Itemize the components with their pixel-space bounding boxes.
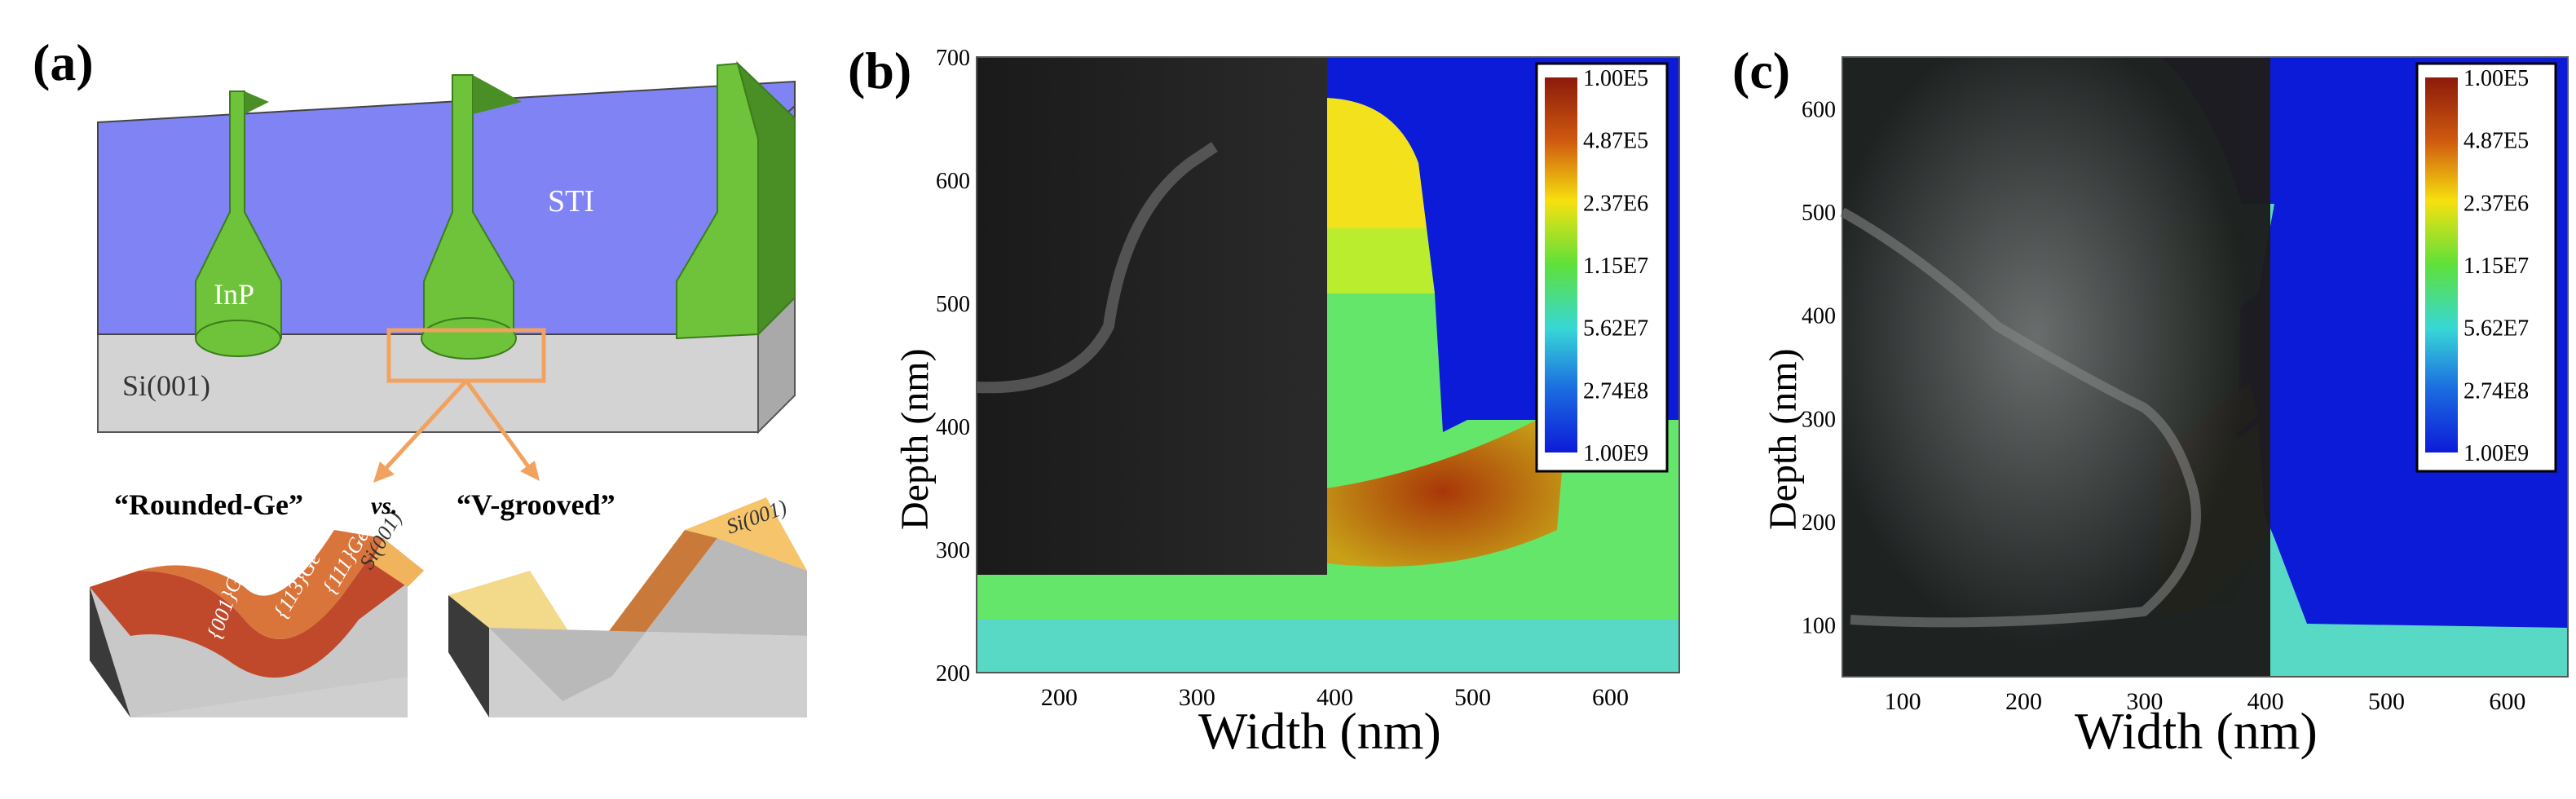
x-tick-label-400: 400 [2247, 688, 2284, 715]
colorbar-tick-4: 5.62E7 [2464, 316, 2529, 342]
y-tick-label-600: 600 [936, 169, 970, 194]
label-si-001: Si(001) [122, 369, 210, 402]
x-tick-label-600: 600 [1592, 684, 1629, 711]
x-tick-label-200: 200 [2005, 688, 2042, 715]
y-tick-label-300: 300 [936, 538, 970, 563]
y-tick-label-400: 400 [936, 415, 970, 440]
colorbar-tick-0: 1.00E5 [2464, 66, 2529, 91]
y-tick-label-500: 500 [1802, 201, 1836, 226]
x-tick-label-100: 100 [1885, 688, 1921, 715]
heatmap-b: 200 300 400 500 600 200 300 400 500 600 700 1.00E5 4… [936, 49, 1680, 711]
colorbar-tick-3: 1.15E7 [2464, 254, 2529, 279]
colorbar-tick-2: 2.37E6 [2464, 191, 2529, 216]
x-tick-label-200: 200 [1041, 684, 1078, 711]
colorbar-tick-6: 1.00E9 [2464, 441, 2529, 466]
y-tick-label-400: 400 [1802, 304, 1836, 329]
colorbar-tick-4: 5.62E7 [1583, 316, 1648, 342]
x-tick-label-300: 300 [2126, 688, 2163, 715]
microscopy-c [1842, 57, 2270, 677]
microscopy-b [977, 57, 1327, 575]
colorbar-tick-1: 4.87E5 [2464, 129, 2529, 154]
panel-label-c: (c) [1732, 42, 1791, 99]
schematic-a: {001}Ge {113}Ge {111}Ge Si(001) {111}Si … [90, 60, 807, 717]
label-inp: InP [214, 278, 255, 311]
y-tick-label-200: 200 [1802, 510, 1836, 536]
x-tick-label-500: 500 [2368, 688, 2405, 715]
colorbar-tick-2: 2.37E6 [1583, 191, 1648, 216]
inp-structure-3 [676, 60, 796, 340]
ylabel-c: Depth (nm) [1762, 348, 1805, 530]
label-vs: vs. [371, 492, 398, 519]
x-tick-label-500: 500 [1454, 684, 1491, 711]
colorbar-tick-5: 2.74E8 [2464, 378, 2529, 404]
x-tick-label-400: 400 [1317, 684, 1353, 711]
label-v-grooved: “V-grooved” [457, 488, 615, 521]
heatmap-b-hotspot [1321, 416, 1565, 567]
y-tick-label-100: 100 [1802, 614, 1836, 639]
y-tick-label-700: 700 [936, 49, 970, 71]
xlabel-b: Width (nm) [1198, 702, 1441, 760]
colorbar-tick-5: 2.74E8 [1583, 378, 1648, 404]
x-tick-label-300: 300 [1179, 684, 1215, 711]
panel-label-b: (b) [848, 42, 912, 99]
y-tick-label-500: 500 [936, 292, 970, 317]
rounded-ge-surface [90, 530, 424, 717]
colorbar-tick-3: 1.15E7 [1583, 254, 1648, 279]
y-tick-label-600: 600 [1802, 97, 1836, 122]
colorbar-tick-6: 1.00E9 [1583, 441, 1648, 466]
label-sti: STI [548, 184, 594, 219]
label-rounded-ge: “Rounded-Ge” [114, 488, 304, 521]
y-tick-label-300: 300 [1802, 407, 1836, 432]
y-tick-label-200: 200 [936, 661, 970, 686]
panel-label-a: (a) [33, 33, 94, 91]
v-grooved-surface [448, 497, 807, 717]
x-tick-label-600: 600 [2489, 688, 2525, 715]
heatmap-c: 100 200 300 400 500 600 100 200 300 400 500 600 1.00… [1802, 56, 2569, 715]
xlabel-c: Width (nm) [2075, 702, 2318, 760]
inp-structure-1 [195, 90, 282, 357]
ylabel-b: Depth (nm) [893, 348, 937, 530]
colorbar-tick-0: 1.00E5 [1583, 66, 1648, 91]
colorbar-tick-1: 4.87E5 [1583, 129, 1648, 154]
